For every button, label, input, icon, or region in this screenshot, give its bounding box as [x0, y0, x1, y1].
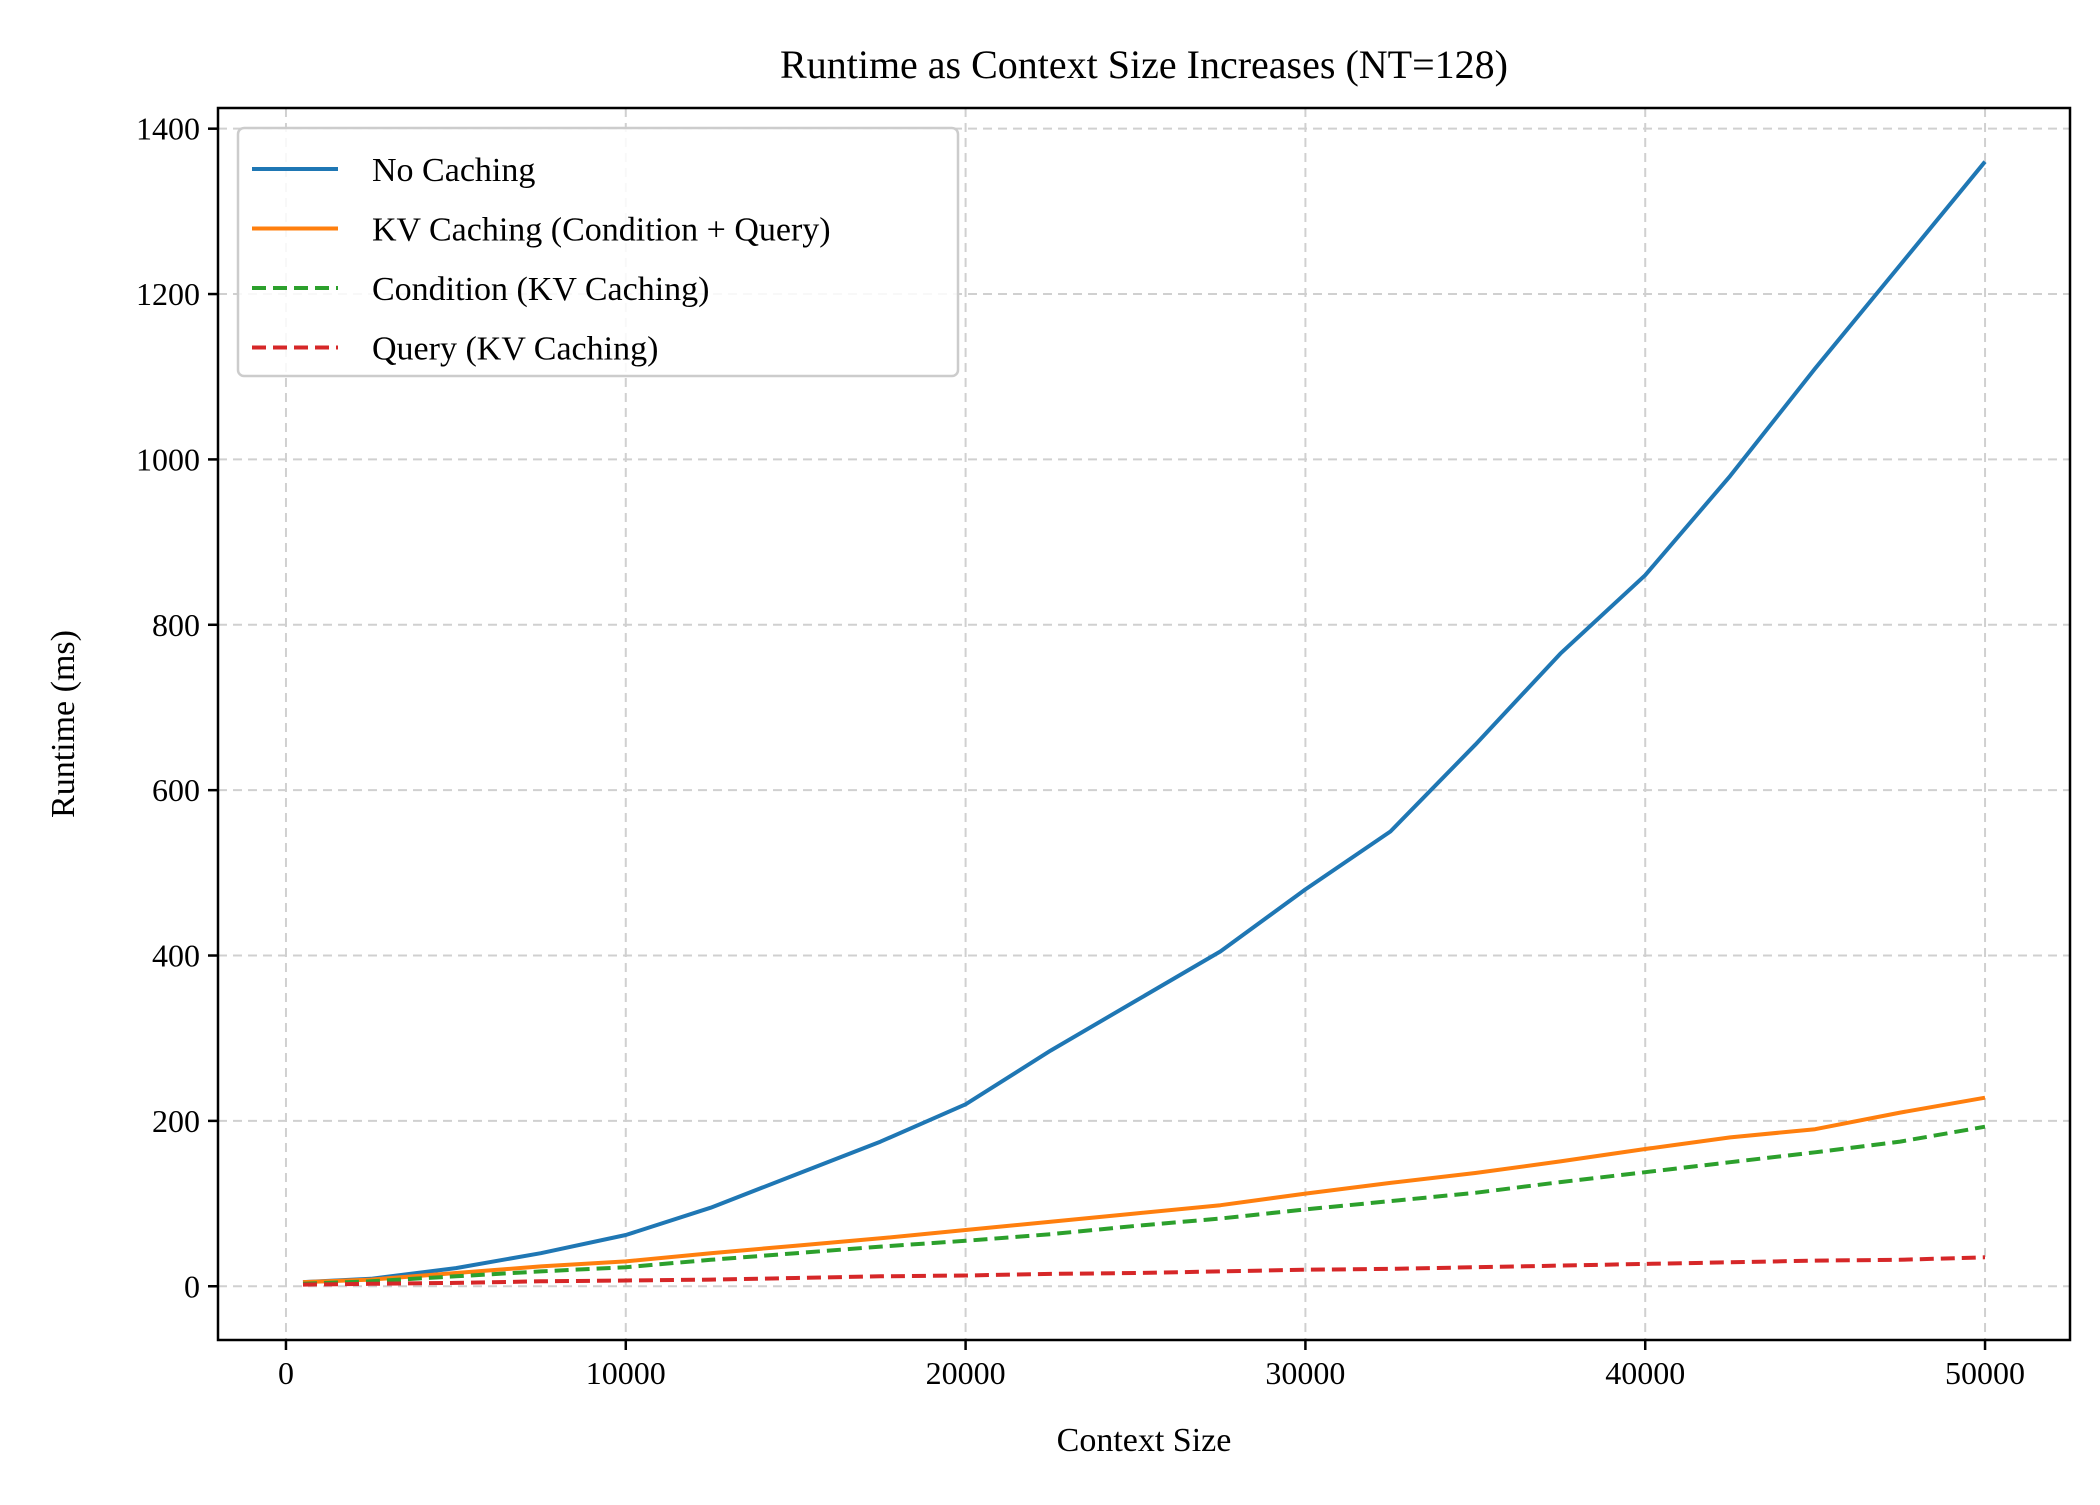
plot-frame	[216, 106, 2072, 1342]
chart-title: Runtime as Context Size Increases (NT=12…	[780, 42, 1508, 87]
x-tick-label: 40000	[1605, 1355, 1685, 1391]
legend-label-4: Query (KV Caching)	[372, 331, 658, 368]
x-tick-label: 30000	[1265, 1355, 1345, 1391]
series-line-1	[302, 160, 1987, 1285]
y-tick-label: 200	[152, 1103, 200, 1139]
x-axis-label: Context Size	[1057, 1422, 1232, 1459]
series-lines	[302, 160, 1987, 1287]
x-tick-label: 10000	[586, 1355, 666, 1391]
axis-ticks: 0 10000 20000 30000 40000 50000 0 200 400 600 800 1…	[136, 111, 2025, 1391]
series-line-3	[302, 1124, 1986, 1286]
x-tick-label: 50000	[1945, 1355, 2025, 1391]
y-tick-label: 1400	[136, 111, 200, 147]
legend-label-3: Condition (KV Caching)	[372, 271, 709, 308]
y-tick-label: 1000	[136, 441, 200, 477]
y-tick-label: 1200	[136, 276, 200, 312]
y-axis-label: Runtime (ms)	[45, 630, 82, 818]
y-tick-label: 400	[152, 938, 200, 974]
series-line-4	[302, 1255, 1986, 1287]
y-tick-label: 600	[152, 772, 200, 808]
legend: No Caching KV Caching (Condition + Query)…	[236, 126, 960, 378]
x-tick-label: 20000	[926, 1355, 1006, 1391]
x-tick-label: 0	[278, 1355, 294, 1391]
y-tick-label: 0	[184, 1268, 200, 1304]
y-tick-label: 800	[152, 607, 200, 643]
legend-label-1: No Caching	[372, 152, 535, 189]
legend-box	[236, 126, 960, 378]
legend-label-2: KV Caching (Condition + Query)	[372, 212, 831, 249]
series-line-2	[302, 1095, 1986, 1285]
